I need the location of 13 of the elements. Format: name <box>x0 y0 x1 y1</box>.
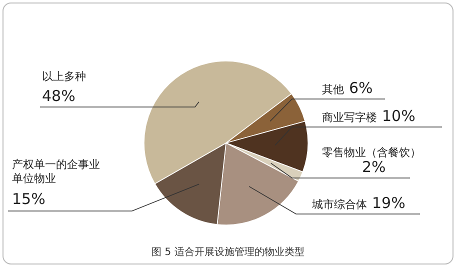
data-label: 2% <box>362 158 386 176</box>
data-label: 6% <box>349 79 373 97</box>
data-label: 48% <box>42 87 76 105</box>
text: 图 5 适合开展设施管理的物业类型 <box>152 246 304 258</box>
data-label: 19% <box>372 194 406 212</box>
slice-label: 产权单一的企事业单位物业 <box>12 158 100 185</box>
slice-label: 其他 <box>322 83 344 96</box>
slice-label: 零售物业（含餐饮） <box>322 146 421 159</box>
slice-label: 以上多种 <box>42 70 86 83</box>
data-label: 10% <box>382 107 416 125</box>
data-label: 15% <box>12 190 46 208</box>
slice-label: 商业写字楼 <box>322 111 377 124</box>
slice-label: 城市综合体 <box>312 198 367 211</box>
